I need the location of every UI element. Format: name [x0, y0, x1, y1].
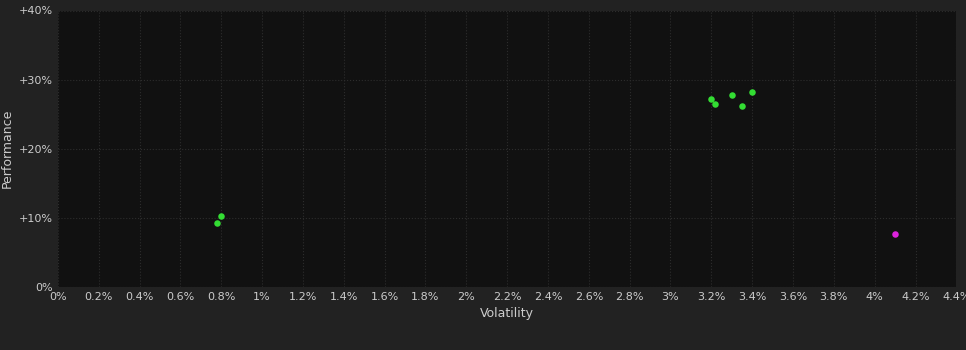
Point	[888, 231, 903, 237]
X-axis label: Volatility: Volatility	[480, 307, 534, 320]
Y-axis label: Performance: Performance	[0, 109, 14, 188]
Point	[745, 89, 760, 95]
Point	[703, 96, 719, 102]
Point	[213, 213, 229, 219]
Point	[210, 220, 225, 225]
Point	[724, 92, 740, 98]
Point	[708, 101, 724, 107]
Point	[734, 103, 750, 109]
